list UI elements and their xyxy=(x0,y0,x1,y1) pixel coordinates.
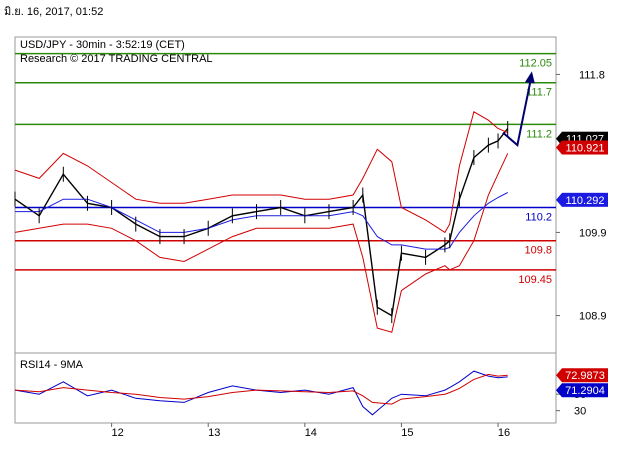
rsi-badge-1-bg xyxy=(562,383,608,398)
rsi-badge-0: 72.9873 xyxy=(565,370,605,382)
x-tick-label-0: 12 xyxy=(111,427,123,439)
main-panel-frame xyxy=(14,36,557,354)
y-tick-label-0: 108.9 xyxy=(579,311,607,323)
rsi-badge-0-pointer xyxy=(556,368,562,383)
projection-arrow xyxy=(502,74,533,147)
rsi-panel-frame xyxy=(14,352,557,424)
level-label-1: 111.7 xyxy=(526,87,552,99)
rsi-title: RSI14 - 9MA xyxy=(20,359,84,371)
series-bollinger-1 xyxy=(14,111,508,234)
x-tick-label-3: 15 xyxy=(401,427,413,439)
rsi-tick-label-0: 30 xyxy=(574,406,586,418)
y-tick-label-2: 111.8 xyxy=(579,69,605,81)
price-badge-2: 110.292 xyxy=(566,195,605,207)
price-badge-2-pointer xyxy=(556,192,562,207)
rsi-series-rsi_ma-1 xyxy=(14,373,508,405)
rsi-badge-1: 71.2904 xyxy=(565,385,605,397)
price-badge-1-pointer xyxy=(556,140,562,155)
price-badge-1: 110.921 xyxy=(566,143,605,155)
x-tick-label-4: 16 xyxy=(498,427,510,439)
series-bollinger-2 xyxy=(14,153,509,333)
price-badge-2-bg xyxy=(562,192,608,207)
level-label-2: 111.2 xyxy=(526,128,552,140)
x-tick-label-1: 13 xyxy=(208,427,220,439)
price-badge-1-bg xyxy=(562,140,608,155)
chart-title: USD/JPY - 30min - 3:52:19 (CET) xyxy=(20,39,185,51)
timestamp: มิ.ย. 16, 2017, 01:52 xyxy=(4,6,104,18)
x-tick-label-2: 14 xyxy=(305,427,317,439)
level-label-3: 110.2 xyxy=(525,211,552,223)
level-label-0: 112.05 xyxy=(519,58,552,70)
rsi-badge-0-bg xyxy=(562,368,608,383)
price-badge-0-pointer xyxy=(556,131,562,146)
level-label-5: 109.45 xyxy=(518,274,552,286)
projection-arrowhead xyxy=(524,71,535,84)
y-tick-label-1: 109.9 xyxy=(579,227,607,239)
chart-subtitle: Research © 2017 TRADING CENTRAL xyxy=(20,53,213,65)
rsi-badge-1-pointer xyxy=(556,383,562,398)
level-label-4: 109.8 xyxy=(524,245,552,257)
